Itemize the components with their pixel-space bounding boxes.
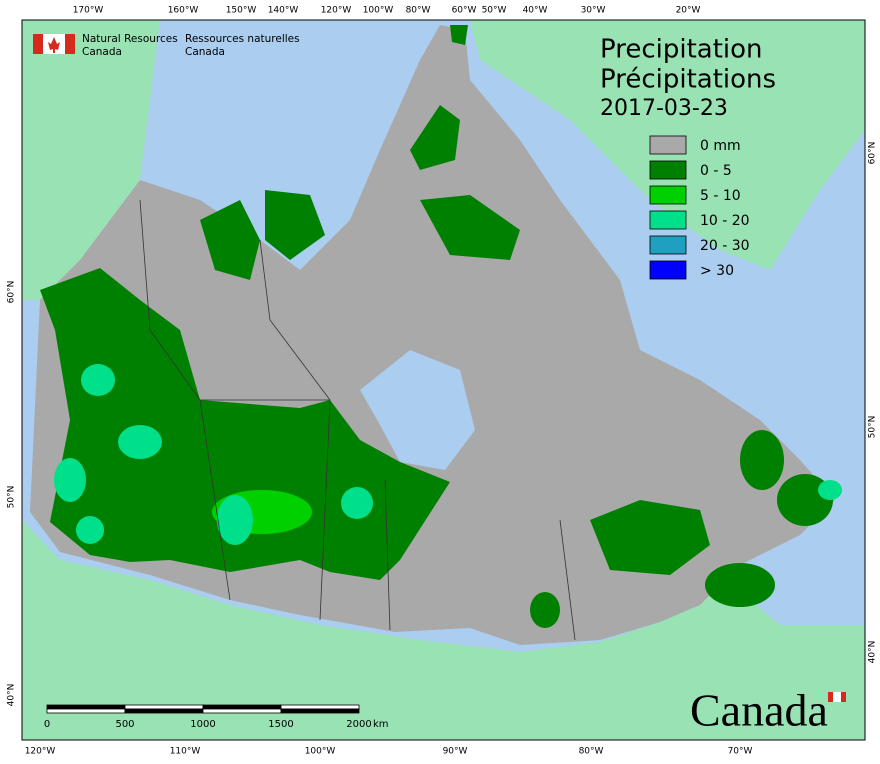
- legend: 0 mm 0 - 5 5 - 10 10 - 20 20 - 30 > 30: [649, 135, 750, 280]
- map-frame: [21, 19, 866, 741]
- bottom-label: 110°W: [170, 747, 201, 757]
- boundary: [259, 239, 331, 401]
- scale-segment: [202, 708, 282, 714]
- top-label: 20°W: [676, 6, 701, 16]
- bottom-label: 100°W: [305, 747, 336, 757]
- scale-unit: km: [373, 719, 389, 730]
- top-label: 50°W: [482, 6, 507, 16]
- flag-bar: [65, 34, 75, 54]
- bottom-label: 80°W: [579, 747, 604, 757]
- precip-high-8: [818, 480, 842, 500]
- title: Precipitation: [600, 35, 763, 65]
- united-states: [22, 520, 865, 740]
- legend-swatch: [649, 210, 687, 230]
- wordmark: Canada: [690, 685, 828, 736]
- scale-label: 500: [115, 719, 134, 730]
- top-label: 40°W: [523, 6, 548, 16]
- arctic-channel: [300, 120, 360, 170]
- bottom-label: 120°W: [25, 747, 56, 757]
- scale-label: 2000: [346, 719, 371, 730]
- precip-quebec: [590, 500, 710, 575]
- precip-high-6: [54, 458, 86, 502]
- precip-arctic-2: [265, 190, 325, 260]
- date: 2017-03-23: [600, 96, 728, 121]
- precip-arctic-3: [410, 105, 460, 170]
- legend-swatch: [649, 235, 687, 255]
- top-label: 120°W: [321, 6, 352, 16]
- left-label: 50°N: [7, 486, 17, 509]
- boundary: [559, 519, 576, 641]
- precip-high-2: [118, 425, 162, 459]
- top-label: 80°W: [406, 6, 431, 16]
- scale-label: 1500: [268, 719, 293, 730]
- agency-fr: Canada: [185, 46, 225, 58]
- left-label: 40°N: [7, 684, 17, 707]
- precip-maritimes: [705, 563, 775, 607]
- boundary: [139, 199, 231, 601]
- scale-segment: [280, 704, 360, 710]
- legend-label: 20 - 30: [700, 238, 750, 254]
- precip-arctic-1: [200, 200, 260, 280]
- bottom-label: 70°W: [728, 747, 753, 757]
- top-label: 150°W: [226, 6, 257, 16]
- right-label: 60°N: [868, 142, 878, 165]
- alaska: [22, 20, 160, 300]
- scale-segment: [202, 704, 282, 710]
- legend-label: 0 mm: [700, 138, 741, 154]
- scale-bar: 0 500 1000 1500 2000 km: [44, 704, 389, 730]
- flag-bar: [33, 34, 43, 54]
- scale-label: 0: [44, 719, 50, 730]
- left-label: 60°N: [7, 281, 17, 304]
- legend-swatch: [649, 185, 687, 205]
- agency-en: Canada: [82, 46, 122, 58]
- top-label: 30°W: [581, 6, 606, 16]
- legend-swatch: [649, 260, 687, 280]
- precip-high-5: [341, 487, 373, 519]
- precip-high-1: [81, 364, 115, 396]
- top-label: 170°W: [73, 6, 104, 16]
- logo: Natural Resources Canada Ressources natu…: [33, 33, 300, 58]
- top-label: 100°W: [363, 6, 394, 16]
- precip-high-7: [76, 516, 104, 544]
- maple-leaf: [48, 37, 60, 53]
- top-label: 160°W: [168, 6, 199, 16]
- scale-segment: [46, 708, 126, 714]
- scale-segment: [124, 708, 204, 714]
- bottom-label: 90°W: [443, 747, 468, 757]
- legend-label: 0 - 5: [700, 163, 732, 179]
- scale-segment: [280, 708, 360, 714]
- precip-labrador: [740, 430, 784, 490]
- right-label: 50°N: [868, 416, 878, 439]
- hudson-bay: [360, 350, 475, 470]
- graticule-labels: 170°W 160°W 150°W 140°W 120°W 100°W 80°W 60°W 50…: [7, 6, 878, 757]
- right-label: 40°N: [868, 641, 878, 664]
- legend-label: > 30: [700, 263, 734, 279]
- boundaries: [139, 199, 576, 641]
- precip-ellesmere: [450, 25, 468, 45]
- map-body: [21, 19, 866, 741]
- scale-segment: [124, 704, 204, 710]
- agency-en: Natural Resources: [82, 33, 178, 45]
- legend-label: 5 - 10: [700, 188, 741, 204]
- precip-high-4: [217, 495, 253, 545]
- title: Précipitations: [600, 65, 776, 95]
- legend-swatch: [649, 160, 687, 180]
- scale-label: 1000: [190, 719, 215, 730]
- legend-label: 10 - 20: [700, 213, 750, 229]
- precip-baffin: [420, 195, 520, 260]
- top-label: 140°W: [268, 6, 299, 16]
- agency-fr: Ressources naturelles: [185, 33, 300, 45]
- precip-ontario: [530, 592, 560, 628]
- scale-segment: [46, 704, 126, 710]
- wordmark-flag-center: [833, 692, 841, 702]
- legend-swatch: [649, 135, 687, 155]
- boundary: [384, 479, 391, 631]
- top-label: 60°W: [452, 6, 477, 16]
